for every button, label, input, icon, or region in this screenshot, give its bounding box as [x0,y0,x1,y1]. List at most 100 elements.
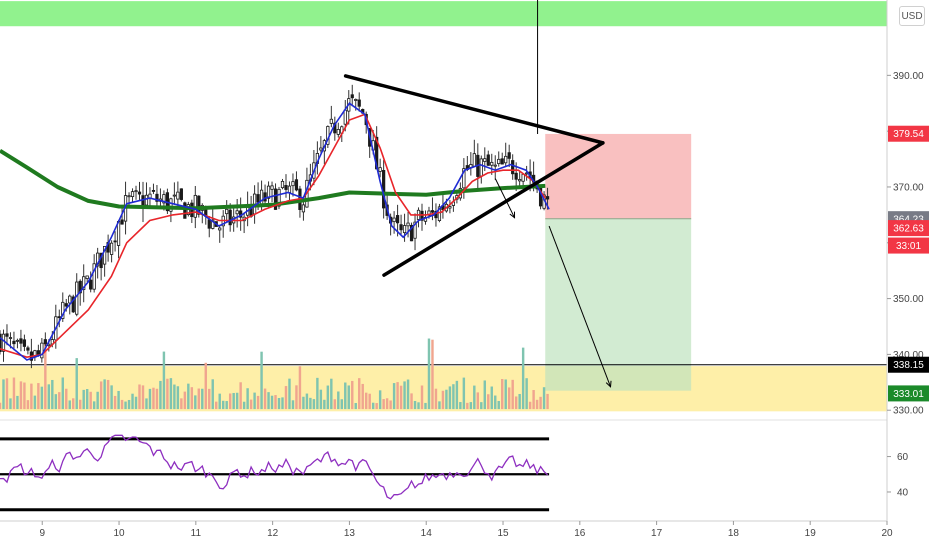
candle [68,295,72,304]
price-badge[interactable] [888,237,929,254]
candle [479,158,483,177]
candle [270,185,274,190]
volume-bar [204,362,207,410]
candle [43,339,47,345]
candle [343,109,347,125]
candle [462,168,466,189]
volume-bar [58,392,61,410]
volume-bar [197,388,201,410]
currency-button[interactable]: USD [899,6,925,26]
volume-bar [40,386,44,410]
candle [319,147,323,151]
candle [235,210,239,215]
candle [521,173,525,182]
rsi-pane [0,419,887,512]
volume-bar [469,402,473,410]
price-badge[interactable] [888,356,929,373]
volume-bar [309,397,312,410]
volume-bar [462,377,466,410]
volume-bar [399,385,403,410]
volume-bar [44,340,47,410]
volume-bar [364,392,368,410]
candle [113,240,117,243]
candle [228,209,232,226]
candle [500,158,504,165]
candle [57,316,61,319]
arrow-target[interactable] [548,225,611,387]
volume-bar [344,382,347,410]
volume-bar [351,380,354,410]
volume-bar [113,395,117,410]
volume-bar [155,388,159,410]
volume-bar [54,394,58,410]
triangle-lower-line[interactable] [382,141,605,277]
triangle-upper-line[interactable] [343,74,605,145]
arrow-target-head [605,380,612,388]
volume-bar [103,379,106,410]
volume-bar [99,381,103,410]
time-tick-label: 12 [267,528,279,539]
volume-bar [532,390,535,410]
volume-bar [253,392,256,410]
volume-bar [85,389,89,410]
volume-bar [208,388,211,410]
volume-bar [162,351,166,410]
time-tick-label: 16 [574,528,586,539]
candle [218,227,222,231]
volume-bar [476,392,480,410]
volume-bar [459,402,462,410]
volume-bar [33,395,37,410]
candle [64,303,68,307]
candle [266,185,271,199]
arrow-small[interactable] [494,178,515,218]
price-badge-label: 338.15 [893,360,924,371]
volume-bar [427,338,431,410]
volume-bar [169,378,173,410]
volume-bar [0,402,2,410]
candle [420,210,424,221]
candle [40,342,44,359]
volume-bar [148,388,152,410]
candle [130,191,135,198]
ema-blue-line [0,102,550,361]
volume-bar [504,379,507,410]
volume-bar [152,387,155,410]
volume-bar [12,377,16,410]
volume-bar [228,393,232,410]
candle [406,222,410,227]
volume-bar [263,388,267,410]
candle [486,154,490,166]
time-tick-label: 11 [191,528,202,539]
ema-red-line [0,113,546,359]
volume-bar [528,401,532,410]
volume-bar [215,401,218,410]
candle [329,118,333,124]
candle [518,179,522,182]
candle [448,206,452,209]
candle [409,224,414,242]
volume-bar [392,383,396,410]
candle [357,99,361,107]
price-tick-label: 340.00 [893,350,924,361]
candle [437,206,442,221]
volume-bar [124,401,127,410]
volume-bar [5,378,9,410]
candle [127,195,131,198]
volume-bar [106,379,110,410]
volume-bar [19,381,23,410]
price-badge[interactable] [888,125,929,142]
volume-bar [145,398,148,410]
volume-bar [546,393,549,410]
volume-bar [61,377,64,410]
volume-bar [68,400,71,410]
price-badge[interactable] [888,220,929,237]
candle [545,196,550,200]
volume-bar [417,402,420,410]
volume-bar [361,383,364,410]
price-badge[interactable] [888,385,929,402]
volume-bar [368,393,371,410]
stop-loss-zone[interactable] [545,133,692,219]
volume-bar [221,400,225,410]
take-profit-zone[interactable] [545,218,692,391]
